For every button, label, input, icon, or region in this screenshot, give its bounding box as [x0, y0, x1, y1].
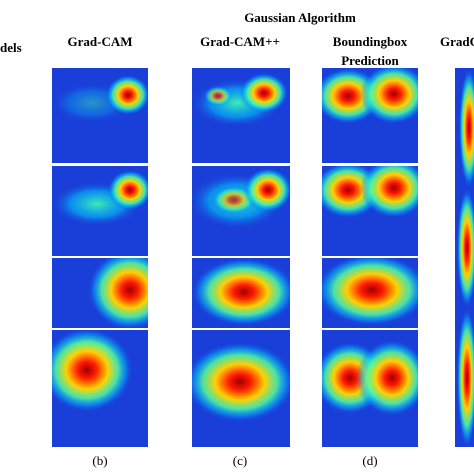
heatmap — [192, 166, 290, 256]
heatmap — [192, 258, 290, 328]
heatmap — [192, 330, 290, 447]
column-title: Boundingbox — [333, 34, 408, 49]
column-title: Grad-CAM — [68, 34, 133, 49]
heatmap — [52, 68, 148, 163]
heatmap — [455, 68, 474, 447]
heatmap — [322, 166, 418, 256]
row-header: dels — [0, 40, 22, 55]
column-title: Grad-CAM++ — [200, 34, 280, 49]
heatmap — [322, 330, 418, 447]
heatmap — [322, 258, 418, 328]
figure-title: Gaussian Algorithm — [244, 10, 356, 25]
panel-label: (b) — [92, 453, 107, 468]
heatmap — [52, 330, 148, 447]
panel-label: (d) — [362, 453, 377, 468]
heatmap — [52, 166, 148, 256]
panel-label: (c) — [233, 453, 247, 468]
heatmap — [322, 68, 418, 163]
column-title: Prediction — [341, 53, 399, 68]
heatmap — [192, 68, 290, 163]
heatmap — [52, 258, 148, 328]
column-title: GradC — [440, 34, 474, 49]
